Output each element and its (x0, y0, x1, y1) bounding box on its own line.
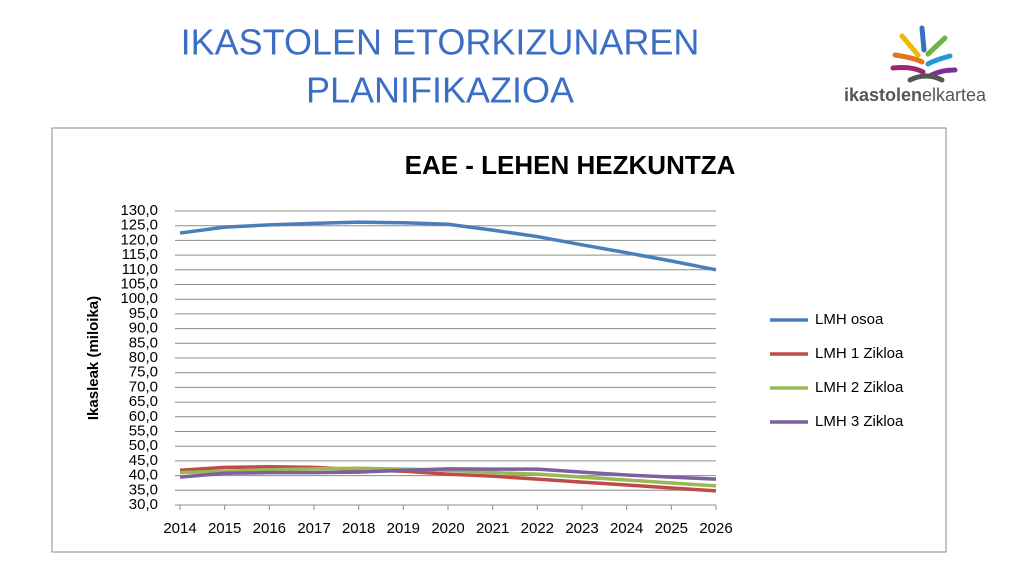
series-line (179, 467, 717, 481)
y-tick-label: 115,0 (122, 246, 158, 263)
x-tick-label: 2026 (699, 520, 732, 537)
y-tick-label: 85,0 (129, 334, 158, 351)
y-tick-label: 110,0 (122, 261, 158, 278)
y-tick-label: 45,0 (129, 452, 158, 469)
x-tick-label: 2014 (163, 520, 196, 537)
series-line (179, 220, 717, 272)
y-tick-label: 95,0 (129, 305, 158, 322)
y-tick-label: 90,0 (129, 320, 158, 337)
x-tick-label: 2025 (655, 520, 688, 537)
y-tick-label: 125,0 (120, 217, 158, 234)
logo-text: ikastolenelkartea (844, 85, 987, 105)
y-tick-label: 65,0 (129, 393, 158, 410)
legend-label: LMH 2 Zikloa (815, 379, 904, 396)
y-tick-label: 105,0 (120, 275, 158, 292)
y-tick-label: 100,0 (120, 290, 158, 307)
logo-bold: ikastolen (844, 85, 922, 105)
x-tick-label: 2016 (253, 520, 286, 537)
x-tick-label: 2024 (610, 520, 643, 537)
x-tick-label: 2021 (476, 520, 509, 537)
y-tick-label: 50,0 (129, 437, 158, 454)
x-tick-label: 2023 (565, 520, 598, 537)
y-tick-label: 35,0 (129, 481, 158, 498)
legend-label: LMH 3 Zikloa (815, 413, 904, 430)
y-tick-label: 70,0 (129, 378, 158, 395)
y-axis-label: Ikasleak (miloika) (85, 296, 102, 420)
slide-title: PLANIFIKAZIOA (306, 70, 574, 111)
y-tick-label: 130,0 (120, 202, 158, 219)
y-tick-label: 120,0 (120, 231, 158, 248)
y-tick-label: 80,0 (129, 349, 158, 366)
series-line (179, 465, 717, 493)
x-tick-label: 2015 (208, 520, 241, 537)
x-tick-label: 2018 (342, 520, 375, 537)
y-tick-label: 75,0 (129, 364, 158, 381)
x-tick-label: 2017 (297, 520, 330, 537)
y-tick-label: 40,0 (129, 467, 158, 484)
x-tick-label: 2022 (521, 520, 554, 537)
legend-label: LMH osoa (815, 311, 884, 328)
logo-icon (890, 25, 958, 83)
legend-label: LMH 1 Zikloa (815, 345, 904, 362)
chart-frame (51, 127, 947, 553)
y-tick-label: 30,0 (129, 496, 158, 513)
chart-title: EAE - LEHEN HEZKUNTZA (405, 150, 736, 180)
y-tick-label: 60,0 (129, 408, 158, 425)
x-tick-label: 2020 (431, 520, 464, 537)
logo-regular: elkartea (922, 85, 987, 105)
slide-title: IKASTOLEN ETORKIZUNAREN (181, 22, 700, 63)
y-tick-label: 55,0 (129, 422, 158, 439)
x-tick-label: 2019 (387, 520, 420, 537)
